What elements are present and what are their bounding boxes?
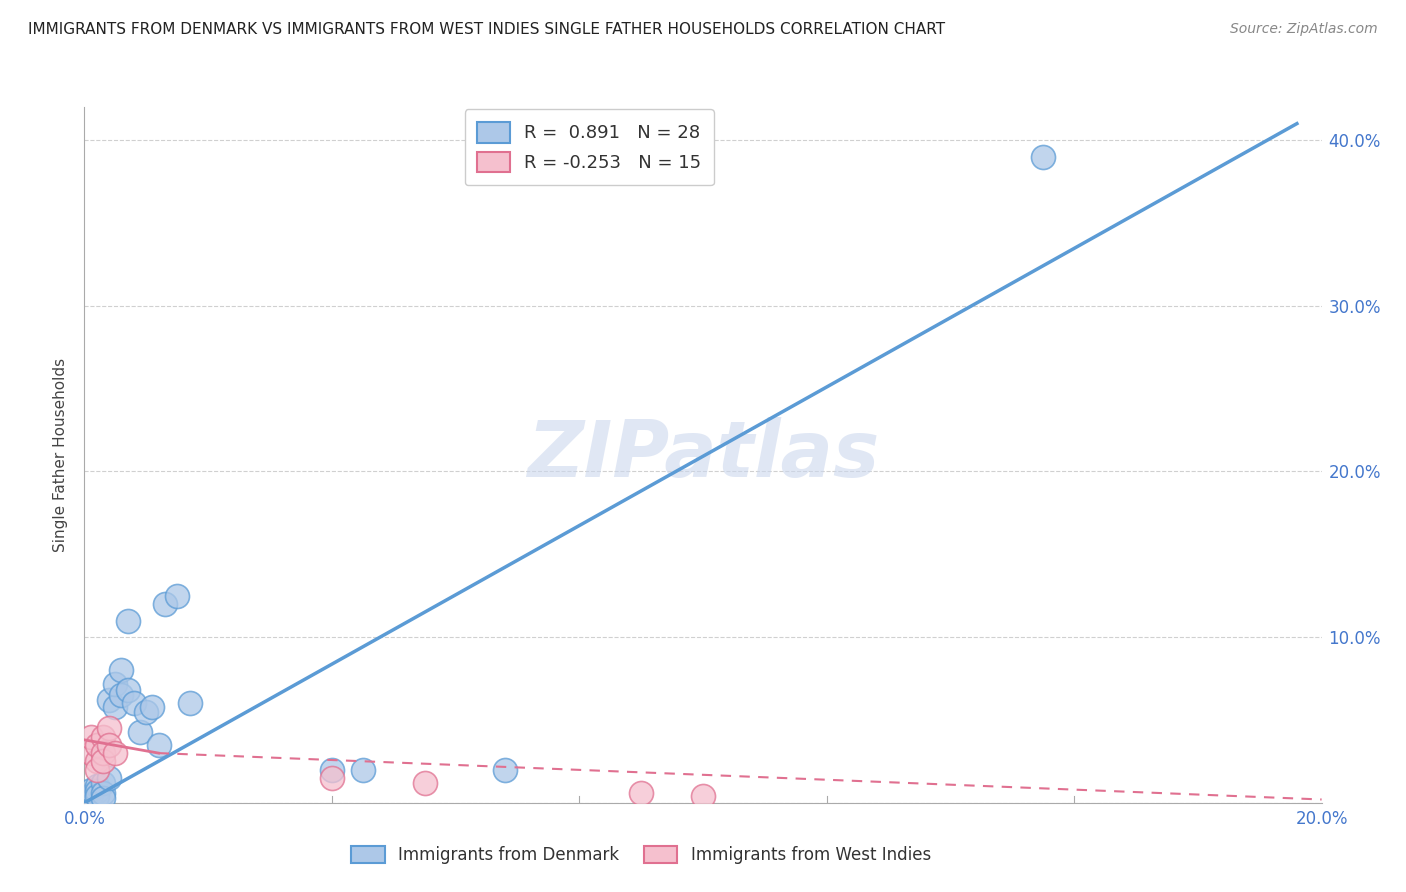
Point [91,746,114,760]
Point [110,688,132,702]
Point [122,697,145,711]
Y-axis label: Single Father Households: Single Father Households [53,358,69,552]
Point [630,786,652,800]
Point [148,738,170,752]
Point [79,730,101,744]
Point [98,771,121,785]
Point [91,790,114,805]
Point [117,683,139,698]
Point [153,597,176,611]
Point [129,724,152,739]
Legend: Immigrants from Denmark, Immigrants from West Indies: Immigrants from Denmark, Immigrants from… [344,839,938,871]
Point [86,784,108,798]
Point [86,755,108,769]
Point [1032,150,1054,164]
Point [104,699,127,714]
Point [413,776,436,790]
Point [86,763,108,777]
Point [352,763,374,777]
Text: ZIPatlas: ZIPatlas [527,417,879,493]
Point [321,763,343,777]
Point [494,763,516,777]
Point [110,663,132,677]
Point [86,779,108,793]
Point [98,721,121,735]
Point [692,789,714,804]
Point [91,730,114,744]
Point [98,738,121,752]
Point [91,755,114,769]
Point [91,776,114,790]
Point [79,788,101,802]
Point [104,676,127,690]
Point [104,746,127,760]
Point [86,738,108,752]
Point [321,771,343,785]
Point [135,705,157,719]
Point [179,697,201,711]
Point [117,614,139,628]
Text: Source: ZipAtlas.com: Source: ZipAtlas.com [1230,22,1378,37]
Point [98,693,121,707]
Point [166,589,188,603]
Text: IMMIGRANTS FROM DENMARK VS IMMIGRANTS FROM WEST INDIES SINGLE FATHER HOUSEHOLDS : IMMIGRANTS FROM DENMARK VS IMMIGRANTS FR… [28,22,945,37]
Point [79,782,101,797]
Point [91,786,114,800]
Point [141,699,163,714]
Point [86,789,108,804]
Point [79,746,101,760]
